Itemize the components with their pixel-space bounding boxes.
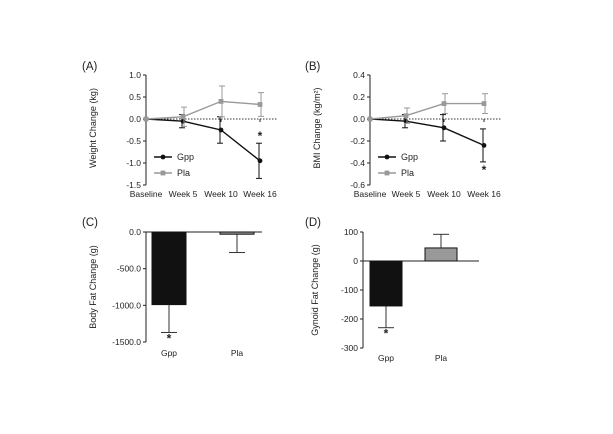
panel-label: (B) bbox=[305, 61, 321, 73]
bar-pla bbox=[424, 247, 458, 262]
y-tick-label: -1000.0 bbox=[112, 300, 141, 310]
data-point bbox=[403, 113, 409, 119]
panel-0: (A) 1.0 0.5 0.0 -0.5 -1.0 -1.5 Weight Change (k… bbox=[82, 61, 278, 199]
x-tick-label: Week 5 bbox=[392, 189, 421, 199]
panel-2: (C) 0.0 -500.0 -1000.0 -1500.0 Body Fat Chang… bbox=[82, 217, 262, 358]
y-tick-label: -100 bbox=[341, 285, 358, 295]
y-tick-label: -0.2 bbox=[350, 136, 365, 146]
x-tick-label: Week 10 bbox=[204, 189, 238, 199]
y-tick-label: -0.6 bbox=[350, 180, 365, 190]
data-point bbox=[367, 116, 373, 122]
data-point bbox=[218, 127, 224, 133]
y-tick-label: 0.0 bbox=[353, 114, 365, 124]
series-line-gpp bbox=[369, 118, 485, 147]
x-tick-label: Gpp bbox=[161, 348, 177, 358]
y-tick-label: -1.0 bbox=[126, 158, 141, 168]
x-tick-label: Baseline bbox=[130, 189, 163, 199]
y-tick-label: 100 bbox=[344, 227, 358, 237]
data-point bbox=[257, 158, 263, 164]
x-tick-label: Week 16 bbox=[467, 189, 501, 199]
y-tick-label: 1.0 bbox=[129, 70, 141, 80]
legend-label: Gpp bbox=[177, 152, 194, 162]
x-tick-label: Week 10 bbox=[427, 189, 461, 199]
x-tick-label: Week 5 bbox=[169, 189, 198, 199]
y-axis-title: Weight Change (kg) bbox=[88, 88, 98, 168]
legend-marker bbox=[384, 154, 390, 160]
y-tick-label: 0 bbox=[353, 256, 358, 266]
data-point bbox=[441, 125, 447, 131]
y-tick-label: 0.0 bbox=[129, 227, 141, 237]
bar-pla bbox=[219, 231, 255, 235]
y-tick-label: 0.5 bbox=[129, 92, 141, 102]
series-line-gpp bbox=[145, 118, 261, 162]
data-point bbox=[218, 99, 224, 104]
bar-gpp bbox=[151, 231, 187, 306]
y-tick-label: -500.0 bbox=[117, 264, 141, 274]
data-point bbox=[481, 143, 487, 148]
significance-mark: * bbox=[384, 327, 389, 341]
legend-label: Pla bbox=[177, 168, 190, 178]
legend-label: Gpp bbox=[401, 152, 418, 162]
y-tick-label: -1500.0 bbox=[112, 337, 141, 347]
y-tick-label: -0.4 bbox=[350, 158, 365, 168]
y-tick-label: 0.2 bbox=[353, 92, 365, 102]
legend-marker bbox=[160, 154, 166, 160]
x-tick-label: Baseline bbox=[354, 189, 387, 199]
y-tick-label: -1.5 bbox=[126, 180, 141, 190]
bar-gpp bbox=[369, 260, 403, 307]
y-tick-label: -300 bbox=[341, 343, 358, 353]
x-tick-label: Pla bbox=[231, 348, 244, 358]
data-point bbox=[257, 102, 263, 107]
data-point bbox=[403, 118, 409, 124]
legend-label: Pla bbox=[401, 168, 414, 178]
y-axis-title: Body Fat Change (g) bbox=[88, 245, 98, 329]
y-axis-title: Gynoid Fat Change (g) bbox=[310, 244, 320, 336]
data-point bbox=[143, 116, 149, 122]
y-axis-title: BMI Change (kg/m²) bbox=[312, 87, 322, 168]
series-line-pla bbox=[369, 102, 484, 120]
panel-3: (D) 100 0 -100 -200 -300 Gynoid Fat Change (g)… bbox=[305, 217, 479, 363]
data-point bbox=[180, 114, 186, 120]
panel-label: (D) bbox=[305, 217, 321, 229]
y-tick-label: -0.5 bbox=[126, 136, 141, 146]
x-tick-label: Week 16 bbox=[243, 189, 277, 199]
data-point bbox=[481, 101, 487, 106]
panel-1: (B) 0.4 0.2 0.0 -0.2 -0.4 -0.6 BMI Change (kg/m… bbox=[305, 61, 502, 199]
x-tick-label: Gpp bbox=[378, 353, 394, 363]
significance-mark: * bbox=[482, 163, 487, 177]
y-tick-label: 0.4 bbox=[353, 70, 365, 80]
significance-mark: * bbox=[258, 129, 263, 143]
series-line-pla bbox=[145, 100, 261, 120]
y-tick-label: 0.0 bbox=[129, 114, 141, 124]
significance-mark: * bbox=[167, 331, 172, 345]
panel-label: (C) bbox=[82, 217, 98, 229]
legend-marker bbox=[160, 170, 166, 176]
legend-marker bbox=[384, 170, 390, 176]
data-point bbox=[441, 101, 447, 106]
y-tick-label: -200 bbox=[341, 314, 358, 324]
x-tick-label: Pla bbox=[435, 353, 448, 363]
data-point bbox=[180, 118, 186, 124]
panel-label: (A) bbox=[82, 61, 98, 73]
